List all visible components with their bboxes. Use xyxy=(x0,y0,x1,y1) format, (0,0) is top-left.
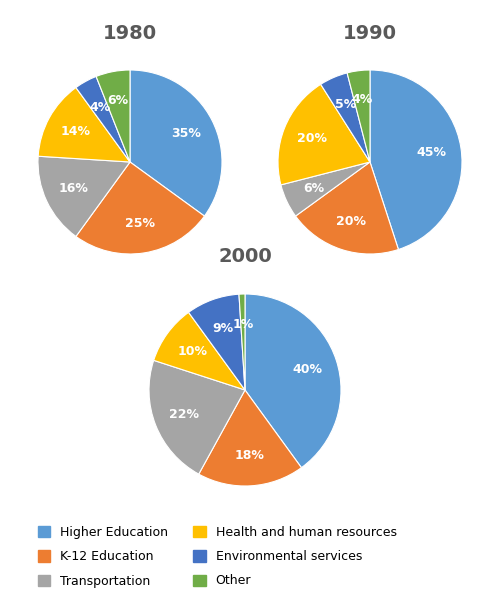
Wedge shape xyxy=(347,70,370,162)
Wedge shape xyxy=(199,390,302,486)
Wedge shape xyxy=(320,73,370,162)
Text: 10%: 10% xyxy=(177,345,207,358)
Text: 22%: 22% xyxy=(170,407,200,421)
Text: 25%: 25% xyxy=(125,217,155,230)
Text: 4%: 4% xyxy=(89,101,110,113)
Title: 1990: 1990 xyxy=(343,23,397,43)
Wedge shape xyxy=(38,88,130,162)
Legend: Higher Education, K-12 Education, Transportation, Health and human resources, En: Higher Education, K-12 Education, Transp… xyxy=(31,520,403,594)
Text: 14%: 14% xyxy=(60,125,90,139)
Text: 4%: 4% xyxy=(352,94,373,106)
Wedge shape xyxy=(154,313,245,390)
Title: 2000: 2000 xyxy=(218,247,272,266)
Text: 40%: 40% xyxy=(292,364,322,376)
Wedge shape xyxy=(281,162,370,216)
Text: 20%: 20% xyxy=(297,133,327,145)
Wedge shape xyxy=(278,85,370,185)
Wedge shape xyxy=(239,294,245,390)
Wedge shape xyxy=(76,162,204,254)
Wedge shape xyxy=(188,294,245,390)
Text: 20%: 20% xyxy=(336,215,366,228)
Wedge shape xyxy=(38,156,130,236)
Text: 45%: 45% xyxy=(417,146,447,159)
Title: 1980: 1980 xyxy=(103,23,157,43)
Wedge shape xyxy=(149,361,245,474)
Text: 16%: 16% xyxy=(58,182,88,195)
Text: 1%: 1% xyxy=(232,318,254,331)
Wedge shape xyxy=(76,76,130,162)
Text: 9%: 9% xyxy=(212,322,234,335)
Text: 6%: 6% xyxy=(303,182,324,195)
Wedge shape xyxy=(96,70,130,162)
Text: 35%: 35% xyxy=(171,127,200,140)
Text: 6%: 6% xyxy=(108,94,129,107)
Text: 18%: 18% xyxy=(234,449,264,461)
Text: 5%: 5% xyxy=(334,98,356,111)
Wedge shape xyxy=(370,70,462,250)
Wedge shape xyxy=(130,70,222,216)
Wedge shape xyxy=(296,162,399,254)
Wedge shape xyxy=(245,294,341,467)
